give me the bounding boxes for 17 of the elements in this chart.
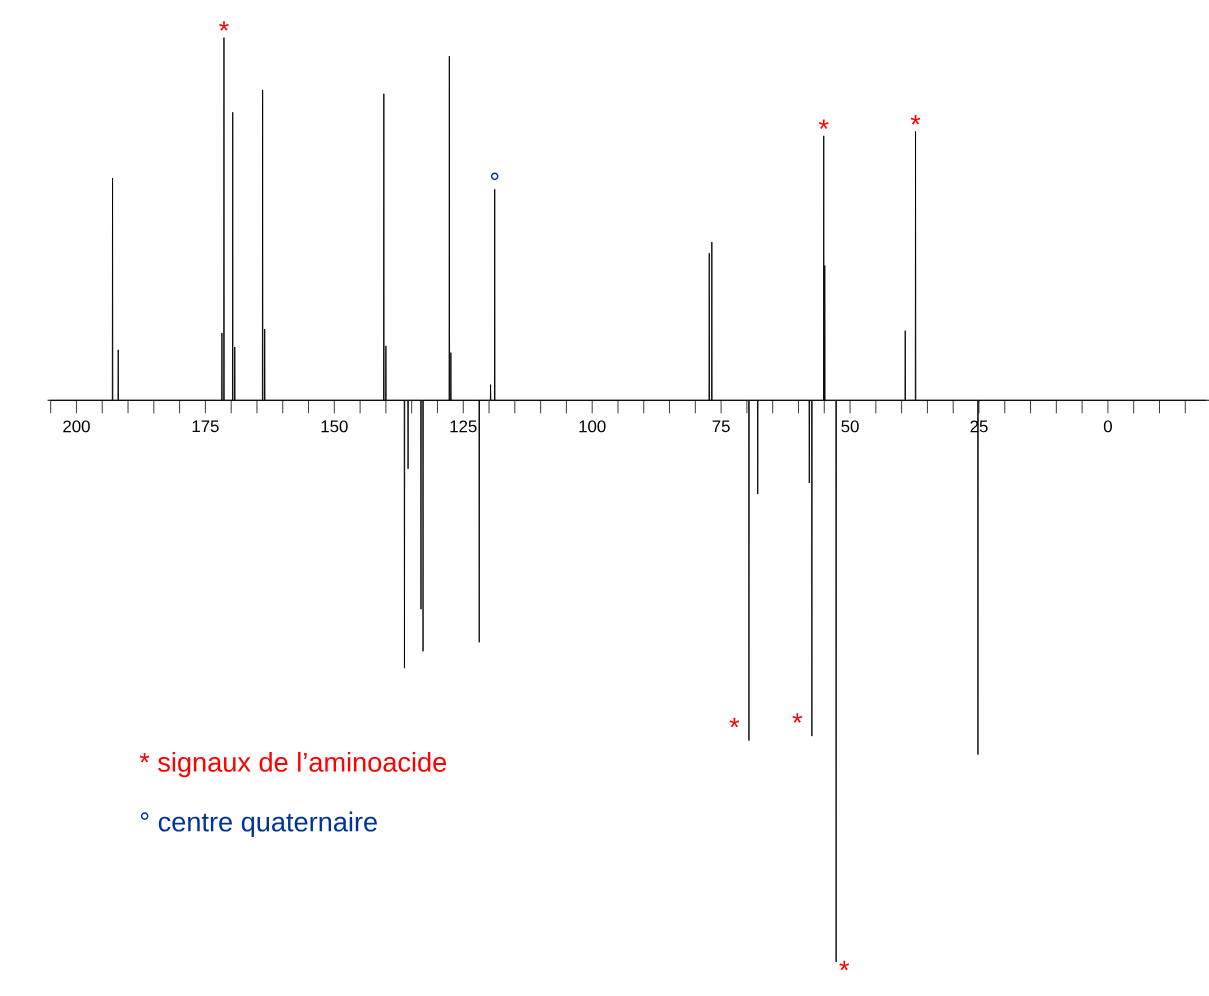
x-tick-label: 125 — [450, 420, 477, 433]
x-tick-label: 50 — [841, 420, 859, 433]
annotation: * — [818, 119, 829, 130]
x-tick-label: 175 — [192, 420, 219, 433]
annotation: ° — [490, 172, 499, 181]
x-tick-label: 75 — [712, 420, 730, 433]
annotation: ° centre quaternaire — [140, 811, 377, 838]
x-tick-label: 100 — [579, 420, 606, 433]
x-tick-label: 150 — [321, 420, 348, 433]
x-tick-label: 200 — [63, 420, 90, 433]
annotation: * — [729, 718, 740, 728]
annotation: * — [839, 961, 850, 971]
x-tick-label: 0 — [1103, 420, 1112, 433]
annotation: * — [792, 713, 803, 724]
annotation: * — [910, 115, 921, 125]
annotation: * — [219, 21, 229, 32]
annotation: * signaux de l’aminoacide — [139, 752, 447, 778]
